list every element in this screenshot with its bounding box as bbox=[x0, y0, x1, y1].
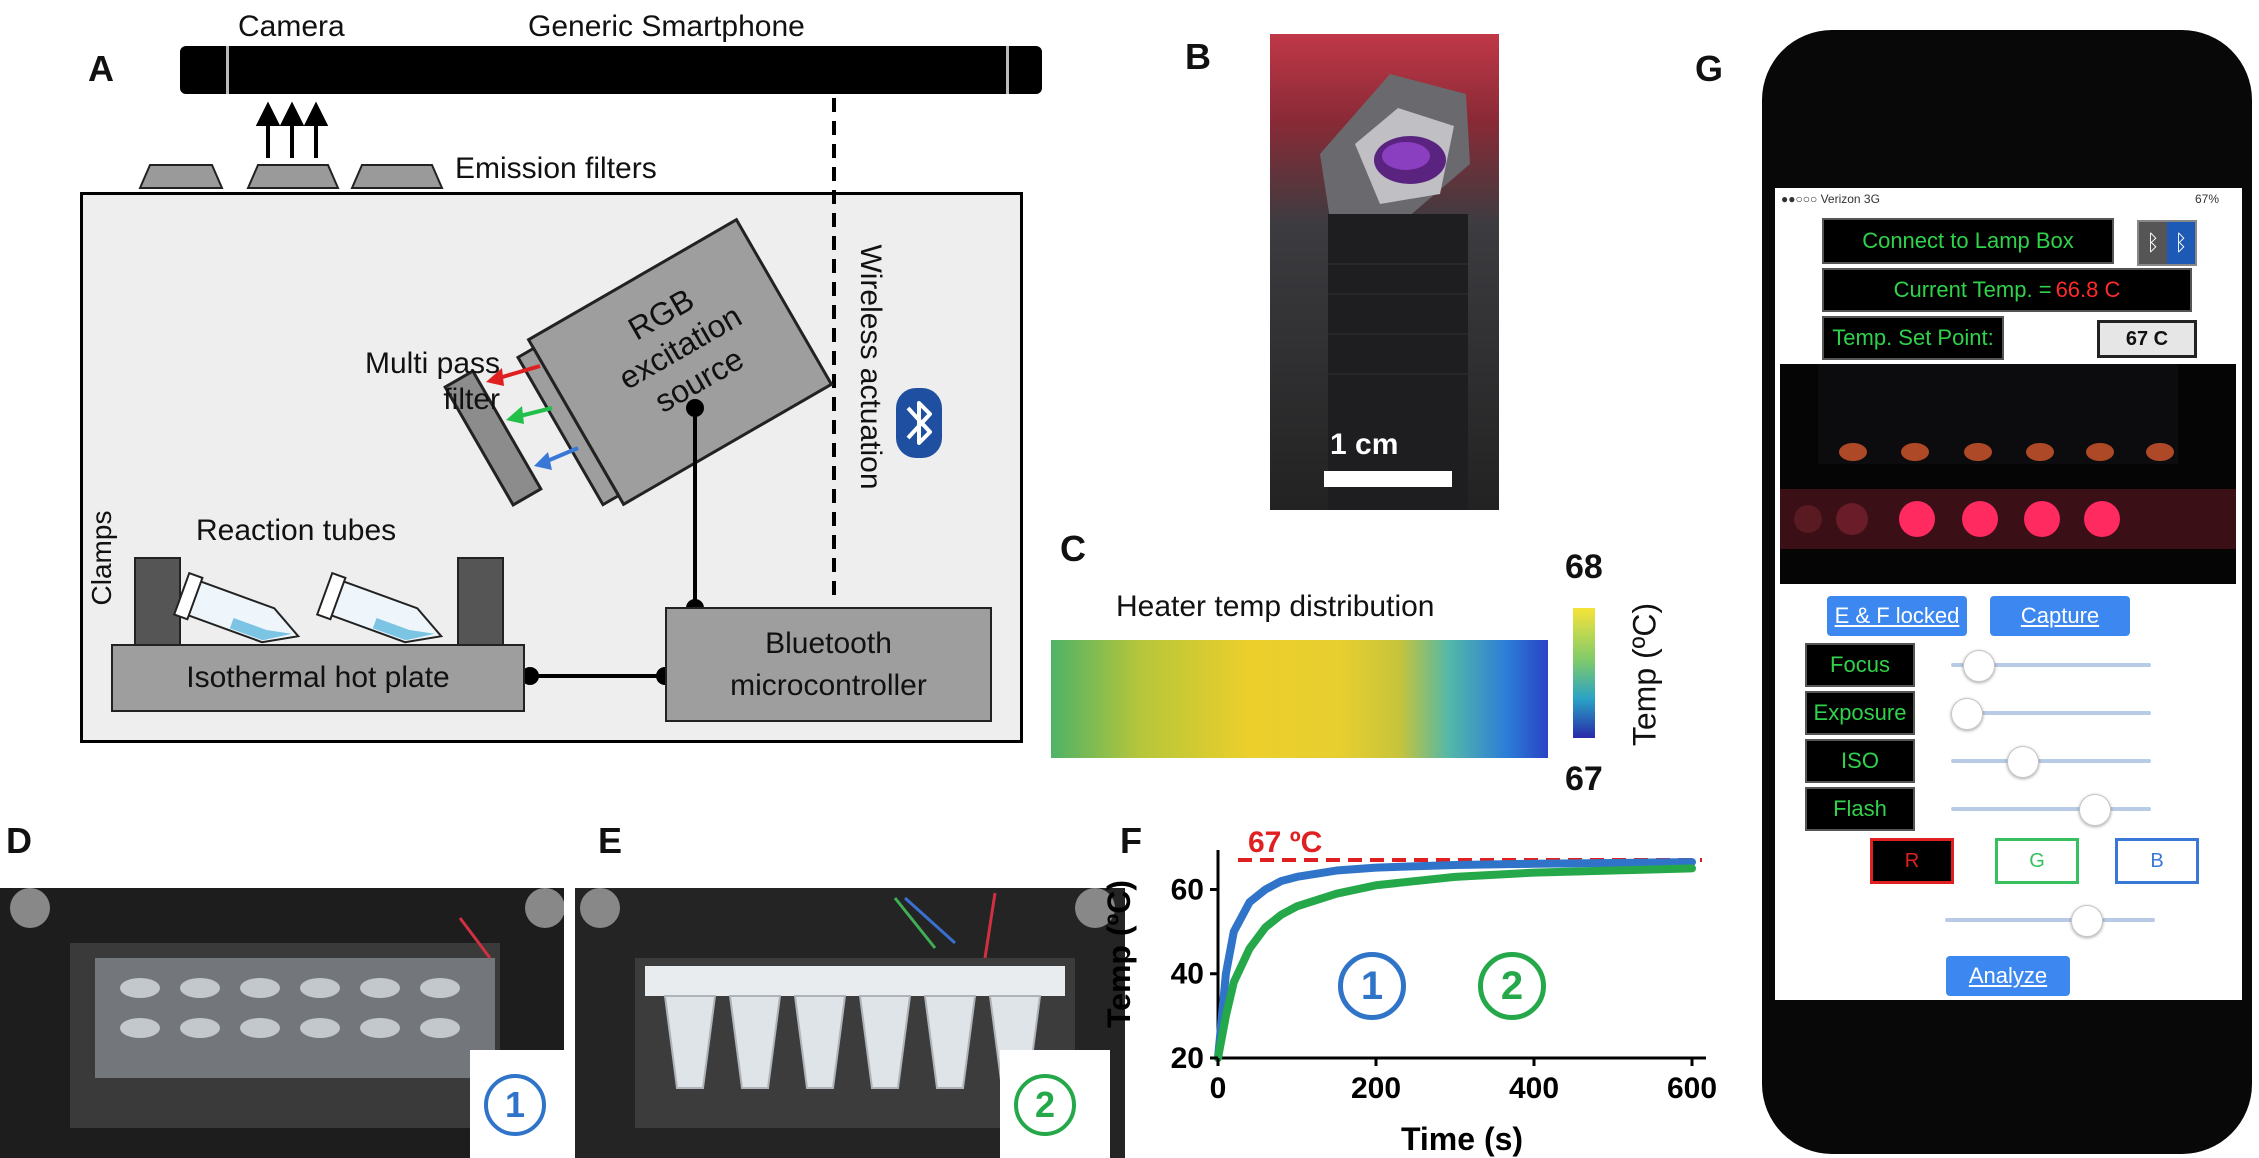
isothermal-hot-plate: Isothermal hot plate bbox=[111, 644, 525, 712]
current-temp-label: Current Temp. = bbox=[1893, 277, 2052, 302]
colorbar-min: 67 bbox=[1565, 760, 1603, 798]
panel-label-a: A bbox=[88, 48, 114, 89]
slider-label-iso: ISO bbox=[1805, 739, 1915, 783]
slider-iso[interactable] bbox=[1951, 759, 2151, 763]
camera-divider bbox=[226, 46, 229, 94]
slider-label-exposure: Exposure bbox=[1805, 691, 1915, 735]
reaction-tubes-label: Reaction tubes bbox=[196, 514, 397, 547]
lamp-box-photo: 1 cm bbox=[1270, 34, 1499, 510]
multipass-filter bbox=[443, 369, 543, 507]
camera-label: Camera bbox=[238, 10, 345, 43]
colorbar bbox=[1573, 608, 1595, 738]
panel-label-g: G bbox=[1695, 48, 1724, 89]
reaction-tube-1 bbox=[172, 571, 301, 644]
series-2-line bbox=[1214, 864, 1696, 1062]
rgb-excitation-source bbox=[515, 217, 834, 507]
set-point-input[interactable]: 67 C bbox=[2097, 320, 2197, 358]
slider-focus[interactable] bbox=[1951, 663, 2151, 667]
slider-label-flash: Flash bbox=[1805, 787, 1915, 831]
x-tick-label: 600 bbox=[1667, 1072, 1717, 1105]
colorbar-max: 68 bbox=[1565, 548, 1603, 586]
channel-slider[interactable] bbox=[1945, 918, 2155, 922]
connect-lamp-box-button[interactable]: Connect to Lamp Box bbox=[1822, 218, 2114, 264]
bluetooth-microcontroller: Bluetooth microcontroller bbox=[665, 607, 992, 722]
status-battery: 67% bbox=[2195, 192, 2220, 206]
slider-knob-exposure[interactable] bbox=[1951, 698, 1983, 730]
wireless-actuation-label: Wireless actuation bbox=[854, 244, 887, 490]
slider-exposure[interactable] bbox=[1951, 711, 2151, 715]
clamp-left bbox=[134, 557, 181, 647]
smartphone-body bbox=[180, 46, 1042, 94]
x-axis-label: Time (s) bbox=[1401, 1121, 1523, 1157]
multipass-filter-label: Multi pass filter bbox=[364, 347, 500, 416]
panel-label-d: D bbox=[6, 820, 32, 861]
emission-filter-2 bbox=[246, 164, 340, 189]
series-1-marker: 1 bbox=[1338, 952, 1406, 1020]
panel-label-f: F bbox=[1120, 820, 1142, 861]
heater-heatmap bbox=[1051, 640, 1548, 758]
panel-label-b: B bbox=[1185, 36, 1211, 77]
smartphone-label: Generic Smartphone bbox=[528, 10, 805, 43]
y-tick-label: 40 bbox=[1171, 958, 1204, 991]
x-tick-label: 200 bbox=[1351, 1072, 1401, 1105]
hot-plate-label: Isothermal hot plate bbox=[186, 661, 450, 694]
capture-button[interactable]: Capture bbox=[1990, 596, 2130, 636]
app-screen: ●●○○○ Verizon 3G 67% Connect to Lamp Box… bbox=[1775, 188, 2242, 1000]
red-channel-button[interactable]: R bbox=[1870, 838, 1954, 884]
scale-bar bbox=[1324, 471, 1452, 487]
y-axis-label: Temp (ºC) bbox=[1101, 880, 1137, 1028]
current-temp-display: Current Temp. = 66.8 C bbox=[1822, 268, 2192, 312]
x-tick-label: 400 bbox=[1509, 1072, 1559, 1105]
lamp-box-photo-drawing bbox=[1320, 74, 1470, 510]
emission-arrows bbox=[255, 101, 329, 158]
channel-slider-knob[interactable] bbox=[2071, 905, 2103, 937]
current-temp-value: 66.8 C bbox=[2055, 277, 2121, 302]
reference-line-label: 67 ºC bbox=[1248, 826, 1322, 859]
y-tick-label: 20 bbox=[1171, 1042, 1204, 1075]
heatmap-title: Heater temp distribution bbox=[1116, 590, 1435, 623]
emission-filter-1 bbox=[138, 164, 224, 189]
colorbar-label: Temp (ºC) bbox=[1626, 602, 1663, 747]
excitation-arrows bbox=[486, 364, 579, 470]
slider-knob-iso[interactable] bbox=[2007, 746, 2040, 778]
mcu-label-line1: Bluetooth bbox=[765, 626, 892, 660]
analyze-button[interactable]: Analyze bbox=[1946, 956, 2070, 996]
badge-1: 1 bbox=[484, 1074, 546, 1136]
temperature-chart: 67 ºC 0 200 400 600 20 40 60 Time (s) Temp (ºC… bbox=[1101, 826, 1717, 1157]
bluetooth-icon-off: ᛒ bbox=[2139, 222, 2167, 264]
slider-knob-flash[interactable] bbox=[2078, 794, 2111, 826]
bluetooth-toggle[interactable]: ᛒ ᛒ bbox=[2137, 220, 2197, 266]
green-channel-button[interactable]: G bbox=[1995, 838, 2079, 884]
badge-2: 2 bbox=[1014, 1074, 1076, 1136]
camera-preview bbox=[1780, 364, 2236, 584]
x-tick-label: 0 bbox=[1210, 1072, 1227, 1105]
scale-bar-label: 1 cm bbox=[1330, 428, 1399, 461]
series-1-line bbox=[1214, 858, 1696, 1062]
ef-locked-button[interactable]: E & F locked bbox=[1827, 596, 1967, 636]
reaction-tube-2 bbox=[315, 571, 444, 644]
panel-label-e: E bbox=[598, 820, 623, 861]
camera-preview-drawing bbox=[1780, 364, 2236, 549]
mcu-label-line2: microcontroller bbox=[730, 668, 927, 702]
status-carrier: ●●○○○ Verizon 3G bbox=[1781, 192, 1880, 206]
clamp-right bbox=[457, 557, 504, 647]
series-2-marker: 2 bbox=[1478, 952, 1546, 1020]
clamps-label: Clamps bbox=[86, 510, 117, 606]
slider-knob-focus[interactable] bbox=[1962, 650, 1995, 682]
blue-channel-button[interactable]: B bbox=[2115, 838, 2199, 884]
panel-a-drawing bbox=[134, 98, 942, 685]
set-point-label: Temp. Set Point: bbox=[1822, 316, 2004, 360]
panel-label-c: C bbox=[1060, 528, 1086, 569]
slider-flash[interactable] bbox=[1951, 807, 2151, 811]
phone-end-divider bbox=[1006, 46, 1009, 94]
bluetooth-icon-on: ᛒ bbox=[2167, 222, 2195, 264]
emission-filters-label: Emission filters bbox=[455, 152, 657, 185]
y-tick-label: 60 bbox=[1171, 873, 1204, 906]
emission-filter-3 bbox=[350, 164, 444, 189]
slider-label-focus: Focus bbox=[1805, 643, 1915, 687]
